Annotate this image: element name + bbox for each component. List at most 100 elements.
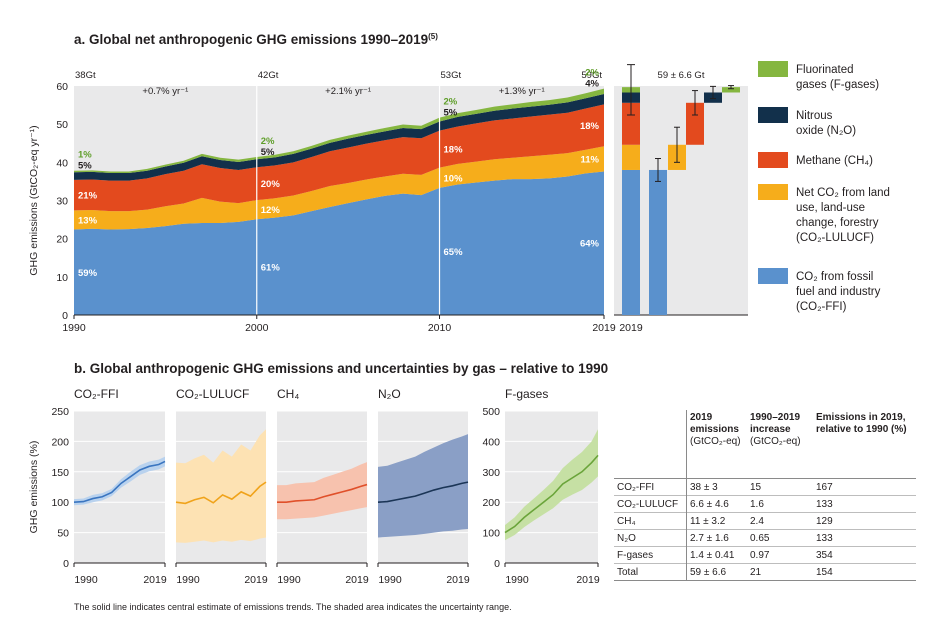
- panel-a-2019-bars: 59 ± 6.6 Gt 2019: [614, 64, 748, 334]
- legend-label: Fluorinated: [796, 64, 854, 76]
- bar-total-label: 59 ± 6.6 Gt: [658, 70, 705, 81]
- area-series-0: [74, 171, 604, 315]
- x-tick-label: 2019: [592, 322, 616, 334]
- panel-b-subtitle: CO₂-FFI: [74, 387, 119, 401]
- panel-b-chart-1: 1990 2019 CO₂-LULUCF: [175, 387, 268, 586]
- x-tick-label: 2019: [143, 574, 167, 586]
- share-label-n2o-2019: 4%: [585, 79, 599, 90]
- y-tick-label: 60: [56, 81, 68, 93]
- legend-swatch-2: [758, 152, 788, 168]
- y-tick-label: 30: [56, 196, 68, 208]
- waterfall-bar-0: [649, 169, 667, 315]
- central-estimate-line: [175, 481, 267, 505]
- legend-label: Net CO₂ from land: [796, 187, 890, 199]
- x-tick-label: 2019: [446, 574, 470, 586]
- uncertainty-band: [176, 429, 266, 543]
- total-label-2019: 59Gt: [581, 70, 602, 81]
- y-tick-label: 250: [51, 406, 69, 418]
- panel-b-chart-4: 1990 2019 F-gases 0 100 200 300 400 500: [482, 387, 599, 586]
- legend-label: use, land-use: [796, 202, 865, 214]
- y-tick-label: 200: [482, 497, 500, 509]
- legend-label: Methane (CH₄): [796, 155, 873, 167]
- share-label-ffi-1990: 59%: [78, 268, 98, 279]
- table-header-relative: Emissions in 2019, relative to 1990 (%): [813, 410, 916, 479]
- panel-b-small-multiples: GHG emissions (%) 1990 2019 CO₂-FFI 0 50 100 15…: [28, 387, 600, 586]
- waterfall-bar-2: [686, 102, 704, 145]
- area-series-2: [74, 104, 604, 212]
- legend-swatch-1: [758, 107, 788, 123]
- table-row: F-gases 1.4 ± 0.41 0.97 354: [614, 546, 916, 564]
- y-tick-label: 50: [57, 528, 69, 540]
- panel-b-subtitle: CH₄: [277, 387, 299, 401]
- growth-rate-label: +1.3% yr⁻¹: [499, 86, 545, 97]
- share-label-n2o-2000: 5%: [261, 147, 275, 158]
- panel-a-title: a. Global net anthropogenic GHG emission…: [74, 32, 438, 47]
- legend-swatch-4: [758, 268, 788, 284]
- stacked-bar-segment-2: [622, 102, 640, 145]
- y-tick-label: 400: [482, 436, 500, 448]
- x-tick-label: 2010: [428, 322, 452, 334]
- share-label-ffi-2000: 61%: [261, 263, 281, 274]
- legend-label: (CO₂-FFI): [796, 301, 847, 313]
- y-tick-label: 0: [62, 310, 68, 322]
- legend-swatch-3: [758, 184, 788, 200]
- share-label-lulucf-2000: 12%: [261, 205, 281, 216]
- panel-b-subtitle: F-gases: [505, 387, 548, 401]
- central-estimate-line: [504, 454, 599, 534]
- growth-rate-label: +2.1% yr⁻¹: [325, 86, 371, 97]
- footnote: The solid line indicates central estimat…: [74, 602, 512, 612]
- share-label-n2o-1990: 5%: [78, 161, 92, 172]
- total-label-2010: 53Gt: [441, 70, 462, 81]
- uncertainty-band: [505, 429, 598, 541]
- table-row: CO₂-FFI 38 ± 3 15 167: [614, 478, 916, 496]
- legend-label: Nitrous: [796, 110, 833, 122]
- y-tick-label: 40: [56, 157, 68, 169]
- share-label-lulucf-1990: 13%: [78, 215, 98, 226]
- stacked-bar-segment-1: [622, 144, 640, 170]
- x-tick-label: 2019: [345, 574, 369, 586]
- legend-label: oxide (N₂O): [796, 125, 856, 137]
- table-header-row: 2019 emissions (GtCO₂-eq) 1990–2019 incre…: [614, 410, 916, 479]
- panel-b-chart-2: 1990 2019 CH₄: [276, 387, 369, 586]
- table-header-increase: 1990–2019 increase (GtCO₂-eq): [747, 410, 813, 479]
- x-tick-label: 1990: [277, 574, 301, 586]
- share-label-ffi-2019: 64%: [580, 239, 600, 250]
- y-tick-label: 20: [56, 234, 68, 246]
- x-tick-label: 2019: [244, 574, 268, 586]
- y-tick-label: 100: [482, 528, 500, 540]
- y-tick-label: 300: [482, 467, 500, 479]
- share-label-lulucf-2010: 10%: [444, 173, 464, 184]
- share-label-fgas-2010: 2%: [444, 97, 458, 108]
- share-label-ch4-2019: 18%: [580, 121, 600, 132]
- central-estimate-line: [277, 483, 368, 503]
- share-label-n2o-2010: 5%: [444, 108, 458, 119]
- central-estimate-line: [377, 481, 469, 503]
- y-tick-label: 150: [51, 467, 69, 479]
- legend-label: fuel and industry: [796, 286, 881, 298]
- panel-b-subtitle: N₂O: [378, 387, 401, 401]
- y-tick-label: 50: [56, 119, 68, 131]
- table-header-gas: [614, 410, 687, 479]
- table-header-2019: 2019 emissions (GtCO₂-eq): [686, 410, 747, 479]
- y-tick-label: 10: [56, 272, 68, 284]
- bar-x-label: 2019: [619, 322, 643, 334]
- share-label-fgas-2019: 2%: [585, 68, 599, 79]
- panel-b-title: b. Global anthropogenic GHG emissions an…: [74, 361, 608, 376]
- uncertainty-band: [277, 462, 367, 520]
- legend-label: gases (F-gases): [796, 79, 879, 91]
- total-label-2000: 42Gt: [258, 70, 279, 81]
- legend-label: (CO₂-LULUCF): [796, 232, 874, 244]
- uncertainty-band: [378, 434, 468, 538]
- table-row: CO₂-LULUCF 6.6 ± 4.6 1.6 133: [614, 495, 916, 513]
- panel-a-area-chart: 0 10 20 30 40 50 60 1990 2000 2010 2019 GHG emissio…: [28, 68, 616, 334]
- y-tick-label: 0: [494, 558, 500, 570]
- y-tick-label: 100: [51, 497, 69, 509]
- area-series-1: [74, 146, 604, 230]
- y-tick-label: 0: [63, 558, 69, 570]
- share-label-fgas-1990: 1%: [78, 150, 92, 161]
- x-tick-label: 2019: [576, 574, 600, 586]
- share-label-fgas-2000: 2%: [261, 136, 275, 147]
- panel-b-subtitle: CO₂-LULUCF: [176, 387, 249, 401]
- share-label-lulucf-2019: 11%: [581, 154, 600, 165]
